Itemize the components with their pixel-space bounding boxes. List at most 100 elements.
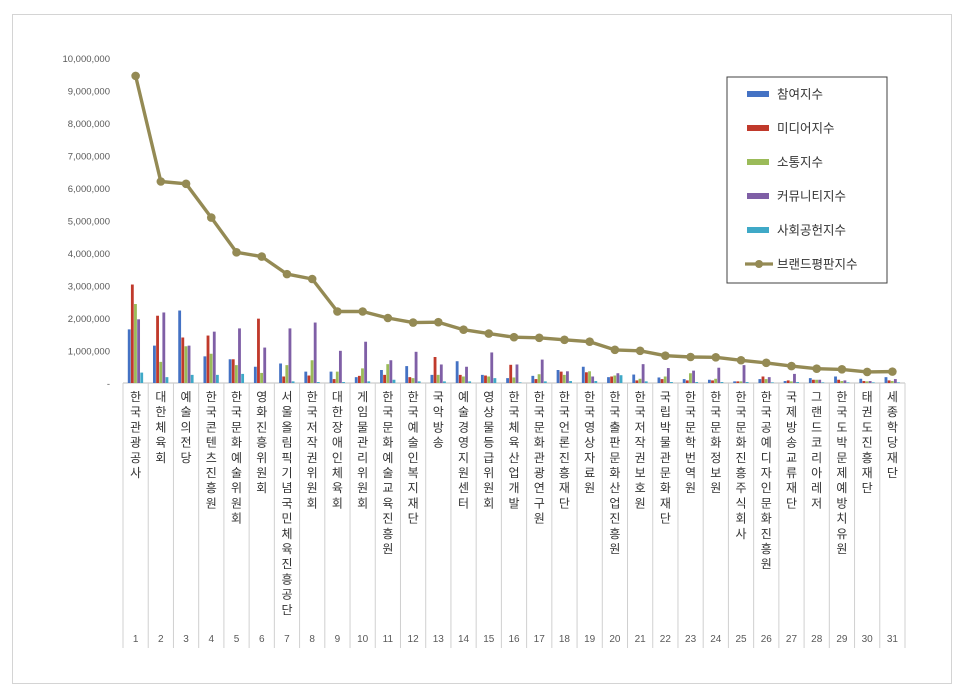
- y-tick-label: -: [107, 379, 110, 390]
- bar: [184, 346, 188, 383]
- bar: [815, 379, 818, 383]
- bar: [253, 366, 257, 383]
- bar: [288, 328, 292, 383]
- legend-label: 참여지수: [777, 87, 823, 102]
- legend-label: 미디어지수: [777, 121, 835, 136]
- bar: [613, 375, 617, 383]
- bar: [263, 347, 267, 383]
- rank-label: 31: [887, 634, 899, 645]
- bar: [361, 368, 364, 383]
- bar: [783, 381, 787, 383]
- line-point: [888, 367, 897, 376]
- line-point: [560, 335, 569, 345]
- bar: [581, 366, 585, 383]
- y-tick-label: 3,000,000: [68, 282, 110, 293]
- line-point: [711, 353, 721, 362]
- bar: [430, 374, 434, 383]
- bar: [670, 382, 673, 383]
- line-point: [610, 345, 620, 355]
- bar: [635, 380, 639, 383]
- rank-label: 18: [559, 634, 571, 645]
- bar: [770, 382, 774, 383]
- legend-box: [726, 76, 888, 284]
- bar: [408, 377, 412, 383]
- y-tick-label: 7,000,000: [68, 152, 110, 163]
- bar: [509, 364, 513, 383]
- bar: [181, 337, 185, 383]
- legend-swatch: [747, 125, 769, 131]
- rank-label: 19: [584, 634, 596, 645]
- bar: [364, 341, 368, 383]
- bar: [455, 361, 459, 383]
- bar: [786, 380, 790, 383]
- bar: [439, 364, 443, 383]
- bar: [761, 376, 765, 383]
- bar: [594, 381, 598, 383]
- bar: [846, 382, 850, 383]
- bar: [556, 370, 560, 383]
- line-point: [156, 177, 166, 186]
- bar: [389, 360, 393, 383]
- bar: [584, 372, 588, 383]
- bar: [316, 382, 320, 383]
- bar: [868, 381, 872, 383]
- bar: [304, 371, 308, 383]
- bar: [209, 353, 213, 383]
- rank-label: 21: [635, 634, 647, 645]
- bar: [515, 364, 519, 383]
- bar: [228, 359, 232, 383]
- bar: [641, 364, 645, 383]
- rank-label: 30: [862, 634, 874, 645]
- rank-label: 14: [458, 634, 470, 645]
- rank-label: 1: [133, 634, 139, 645]
- legend-line-marker: [755, 260, 763, 268]
- bar: [616, 373, 620, 383]
- bar: [354, 377, 358, 383]
- bar: [159, 361, 163, 383]
- rank-label: 24: [710, 634, 722, 645]
- bar: [206, 335, 210, 383]
- bar: [566, 371, 569, 383]
- bar: [764, 379, 768, 383]
- bar: [443, 381, 446, 383]
- bar: [562, 374, 566, 383]
- bar: [569, 381, 572, 383]
- bar: [386, 364, 390, 383]
- bar: [689, 373, 692, 383]
- rank-label: 6: [259, 634, 265, 645]
- bar: [238, 328, 241, 383]
- bar: [383, 374, 387, 383]
- bar: [685, 380, 689, 383]
- bar: [711, 380, 714, 383]
- bar: [871, 382, 875, 383]
- bar: [329, 371, 333, 383]
- bar: [588, 371, 591, 383]
- bar: [134, 304, 137, 383]
- bar: [666, 368, 670, 383]
- rank-label: 23: [685, 634, 697, 645]
- rank-label: 7: [284, 634, 290, 645]
- bar: [156, 315, 159, 383]
- legend-label: 소통지수: [777, 155, 823, 170]
- bar: [717, 367, 721, 383]
- bar: [897, 382, 900, 383]
- bar: [733, 381, 737, 383]
- bar: [178, 310, 182, 383]
- rank-label: 27: [786, 634, 798, 645]
- line-point: [282, 269, 292, 279]
- bar: [127, 329, 131, 383]
